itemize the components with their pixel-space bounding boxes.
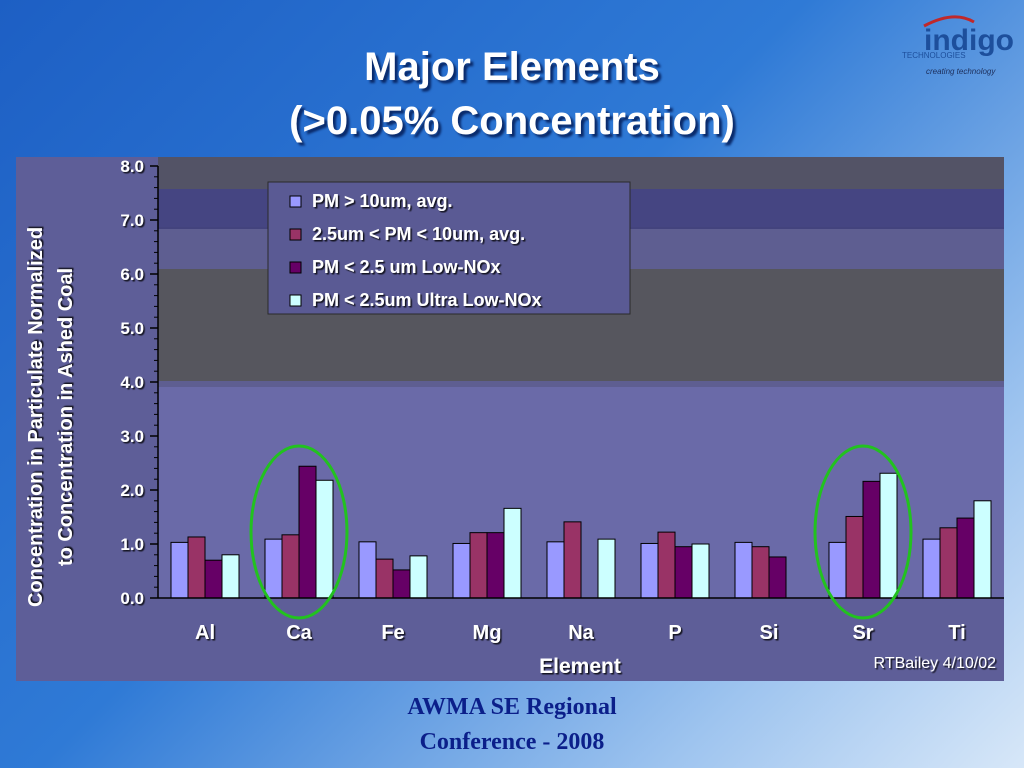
indigo-logo: indigo TECHNOLOGIES creating technology [902, 15, 1014, 76]
x-tick-label: Sr [852, 622, 873, 644]
bar-al-series-4 [221, 554, 240, 599]
bar-ti-series-4 [973, 500, 992, 599]
y-axis-label-line-1: Concentration in Particulate Normalized [25, 227, 47, 607]
legend-swatch [289, 195, 302, 208]
x-tick-label: Mg [473, 622, 502, 644]
bar-na-series-2 [563, 521, 582, 599]
bar-ti-series-2 [939, 527, 958, 599]
bar-sr-series-4 [879, 472, 898, 599]
y-tick-label: 4.0 [120, 373, 144, 392]
x-tick-group: Al Ca Fe Mg Na P Si Sr Ti [195, 622, 966, 644]
y-tick-label: 3.0 [120, 427, 144, 446]
legend-label: PM < 2.5 um Low-NOx [312, 257, 501, 277]
footer-line-1: AWMA SE Regional [407, 694, 617, 720]
bar-si-series-2 [751, 546, 770, 599]
bar-al-series-2 [187, 536, 206, 599]
chart-legend: PM > 10um, avg. 2.5um < PM < 10um, avg. PM… [267, 181, 631, 315]
bar-mg-series-3 [486, 532, 505, 599]
bar-p-series-3 [674, 546, 693, 599]
bar-ca-series-1 [264, 538, 283, 599]
bar-na-series-1 [546, 541, 565, 599]
legend-label: PM > 10um, avg. [312, 191, 453, 211]
bar-chart: 0.0 1.0 2.0 3.0 4.0 5.0 6.0 7.0 8.0 Al Ca Fe Mg Na P S… [16, 157, 1004, 681]
bar-si-series-1 [734, 541, 753, 599]
slide-title: Major Elements (>0.05% Concentration) [170, 40, 854, 148]
slide-footer: AWMA SE Regional Conference - 2008 [312, 690, 712, 760]
legend-box [267, 181, 631, 315]
logo-tagline: creating technology [926, 67, 996, 76]
bar-fe-series-1 [358, 541, 377, 599]
footer-line-2: Conference - 2008 [419, 729, 605, 755]
highlight-ellipse-ca [249, 444, 349, 620]
x-tick-label: Ca [286, 622, 312, 644]
bar-fe-series-4 [409, 555, 428, 599]
bar-p-series-2 [657, 531, 676, 599]
y-tick-label: 8.0 [120, 157, 144, 176]
y-tick-group: 0.0 1.0 2.0 3.0 4.0 5.0 6.0 7.0 8.0 [120, 157, 158, 608]
bar-al-series-1 [170, 541, 189, 599]
bar-ti-series-1 [922, 538, 941, 599]
x-tick-label: P [668, 622, 681, 644]
legend-swatch [289, 228, 302, 241]
logo-subtitle: TECHNOLOGIES [902, 51, 966, 60]
y-tick-label: 1.0 [120, 535, 144, 554]
bar-ca-series-4 [315, 479, 334, 599]
bar-sr-series-3 [862, 480, 881, 599]
bar-mg-series-2 [469, 532, 488, 599]
x-tick-label: Fe [381, 622, 404, 644]
bar-al-series-3 [204, 559, 223, 599]
legend-swatch [289, 294, 302, 307]
y-tick-label: 6.0 [120, 265, 144, 284]
bar-si-series-3 [768, 556, 787, 599]
logo-arc-icon [923, 15, 975, 28]
y-tick-label: 7.0 [120, 211, 144, 230]
legend-label: PM < 2.5um Ultra Low-NOx [312, 290, 542, 310]
y-tick-label: 2.0 [120, 481, 144, 500]
logo-name: indigo [924, 24, 1014, 57]
bar-sr-series-2 [845, 515, 864, 599]
slide-title-line-2: (>0.05% Concentration) [289, 99, 735, 143]
y-axis-label-line-2: to Concentration in Ashed Coal [55, 268, 77, 566]
highlight-ellipse-sr [813, 444, 913, 620]
bar-mg-series-4 [503, 507, 522, 599]
x-axis-label: Element [539, 655, 621, 678]
bar-mg-series-1 [452, 542, 471, 599]
bar-na-series-4 [597, 538, 616, 599]
legend-items: PM > 10um, avg. 2.5um < PM < 10um, avg. PM… [289, 191, 542, 310]
chart-area: 0.0 1.0 2.0 3.0 4.0 5.0 6.0 7.0 8.0 Al Ca Fe Mg Na P S… [16, 157, 1004, 681]
highlight-group [249, 444, 913, 620]
legend-label: 2.5um < PM < 10um, avg. [312, 224, 525, 244]
bar-fe-series-2 [375, 558, 394, 599]
x-tick-label: Ti [948, 622, 965, 644]
y-tick-label: 0.0 [120, 589, 144, 608]
bar-ca-series-2 [281, 534, 300, 599]
slide-title-line-1: Major Elements [364, 45, 660, 89]
bar-p-series-1 [640, 542, 659, 599]
bar-sr-series-1 [828, 541, 847, 599]
x-tick-label: Si [760, 622, 779, 644]
legend-swatch [289, 261, 302, 274]
bar-fe-series-3 [392, 569, 411, 599]
x-tick-label: Na [568, 622, 594, 644]
x-tick-label: Al [195, 622, 215, 644]
bar-ti-series-3 [956, 517, 975, 599]
y-tick-label: 5.0 [120, 319, 144, 338]
bar-series-group [170, 465, 992, 599]
bar-ca-series-3 [298, 465, 317, 599]
chart-annotation: RTBailey 4/10/02 [874, 655, 997, 672]
bar-p-series-4 [691, 543, 710, 599]
